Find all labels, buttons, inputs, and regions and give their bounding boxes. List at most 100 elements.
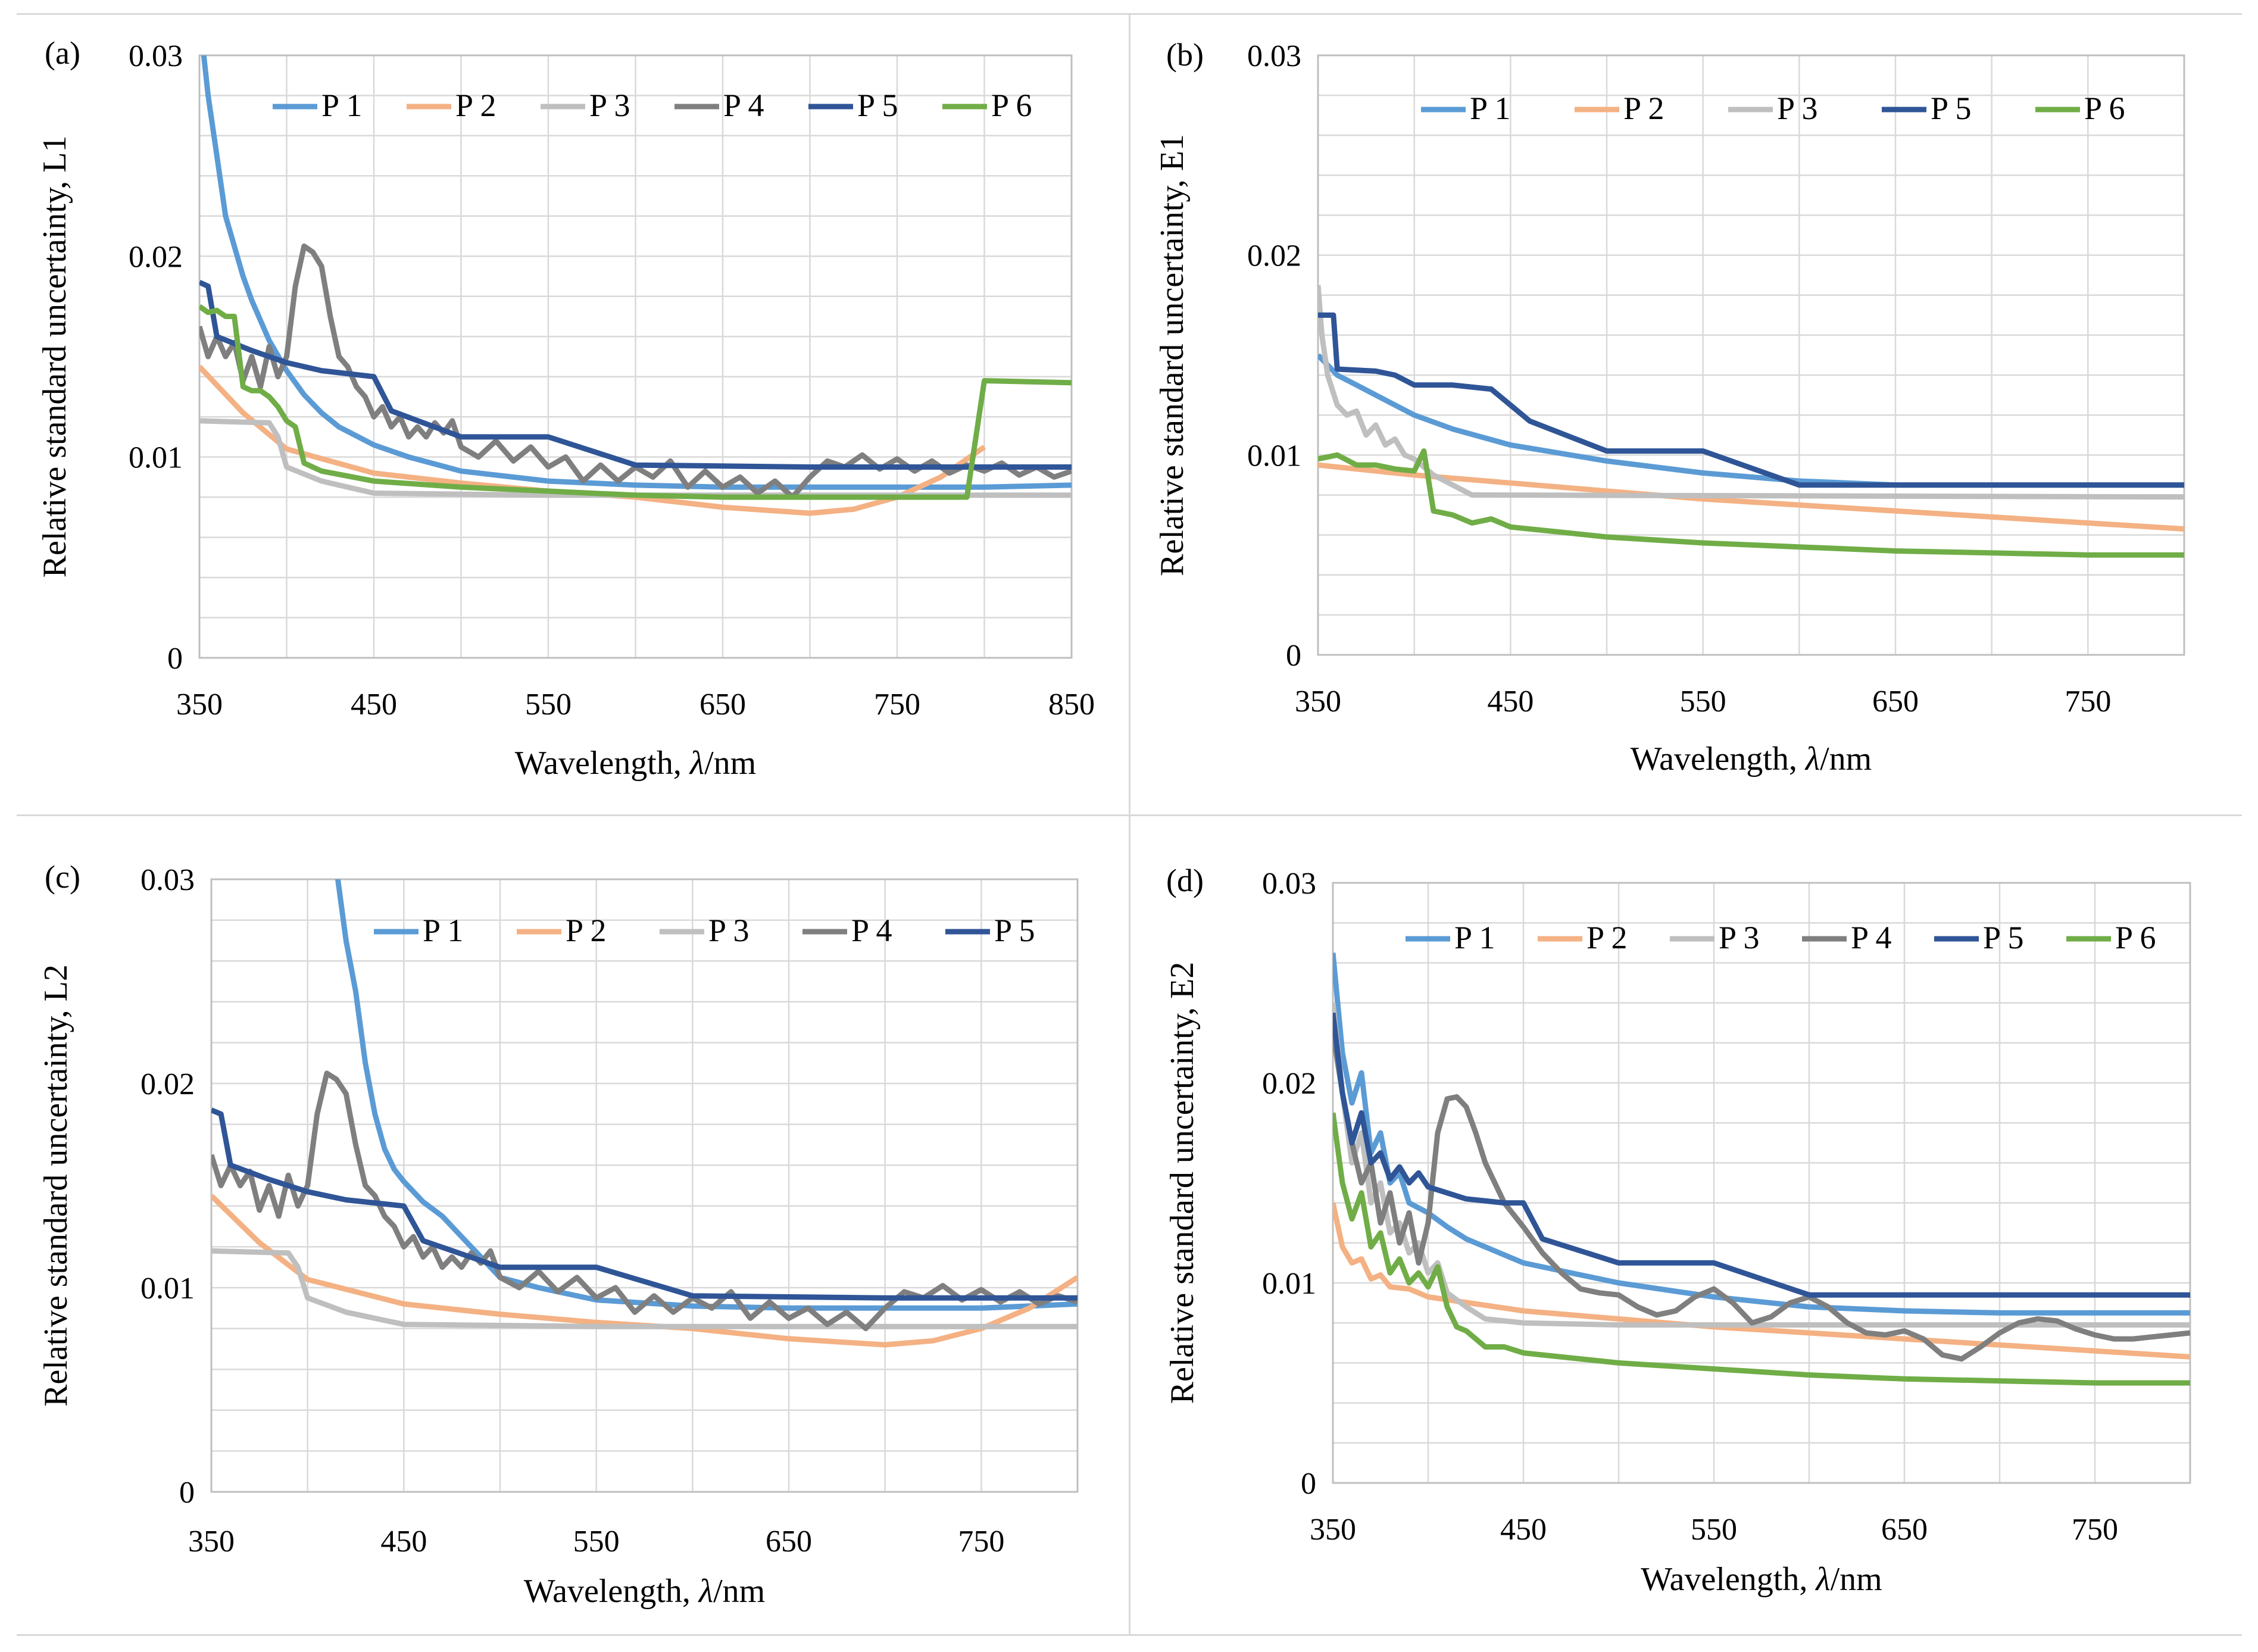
x-tick-label: 750 <box>2072 1513 2118 1547</box>
legend-label: P 4 <box>723 88 764 123</box>
x-tick-label: 750 <box>958 1525 1004 1559</box>
legend-label: P 5 <box>857 88 898 123</box>
x-tick-label: 350 <box>176 688 223 722</box>
y-axis-label: Relative standard uncertainty, E1 <box>1154 134 1191 576</box>
series-line-p5 <box>1318 312 2184 488</box>
legend-label: P 6 <box>2115 920 2156 955</box>
x-tick-label: 450 <box>380 1525 427 1559</box>
series-line-p6 <box>1318 448 2184 558</box>
panel-label: (d) <box>1166 863 1204 898</box>
legend-label: P 3 <box>589 88 630 123</box>
panel-label: (b) <box>1166 37 1204 73</box>
x-tick-label: 350 <box>1310 1513 1356 1547</box>
x-tick-label: 350 <box>188 1525 235 1559</box>
legend-label: P 1 <box>1454 920 1495 955</box>
y-tick-label: 0.02 <box>140 1067 195 1101</box>
legend-label: P 3 <box>1777 90 1818 126</box>
chart-svg-a: 0 0.01 0.02 0.03 350 450 550 650 750 850 Wavelengt… <box>36 35 1095 782</box>
series-line-p3 <box>199 418 1072 498</box>
x-tick-label: 450 <box>1500 1513 1547 1547</box>
series-line-p5 <box>1333 1012 2190 1298</box>
plot-area-border <box>198 54 1073 659</box>
y-tick-label: 0.03 <box>1262 867 1316 901</box>
chart-panel-d: 0 0.01 0.02 0.03 350 450 550 650 750 Wavelength, … <box>1130 816 2242 1634</box>
plot-area-border <box>210 878 1079 1493</box>
legend-label: P 6 <box>2084 90 2125 126</box>
y-tick-label: 0.03 <box>1247 39 1301 73</box>
x-tick-label: 550 <box>573 1525 620 1559</box>
series-line-p5 <box>199 280 1072 470</box>
y-tick-label: 0.01 <box>1262 1267 1316 1301</box>
series-line-p2 <box>1318 462 2184 532</box>
y-tick-label: 0 <box>179 1476 195 1510</box>
series-line-p6 <box>199 304 1072 500</box>
y-tick-label: 0.02 <box>129 240 183 274</box>
legend-label: P 5 <box>1931 90 1972 126</box>
series-line-p4 <box>1333 1032 2190 1362</box>
x-tick-label: 550 <box>525 688 571 722</box>
series-line-p5 <box>211 1107 1078 1301</box>
x-tick-label: 650 <box>1872 685 1919 719</box>
x-axis-label: Wavelength, λ/nm <box>1641 1561 1882 1598</box>
x-tick-label: 450 <box>1487 685 1534 719</box>
series-line-p1 <box>1333 953 2190 1316</box>
x-axis-label: Wavelength, λ/nm <box>515 745 756 782</box>
x-tick-label: 650 <box>1881 1513 1928 1547</box>
x-tick-label: 550 <box>1691 1513 1737 1547</box>
x-tick-label: 650 <box>766 1525 812 1559</box>
legend-label: P 4 <box>1851 920 1892 955</box>
series-line-p2 <box>1333 1202 2190 1360</box>
legend-label: P 5 <box>1983 920 2024 955</box>
legend-label: P 5 <box>994 913 1035 948</box>
series-line-p2 <box>211 1194 1078 1348</box>
y-tick-label: 0.02 <box>1262 1067 1316 1101</box>
chart-panel-a: 0 0.01 0.02 0.03 350 450 550 650 750 850 Wavelengt… <box>0 15 1129 814</box>
chart-panel-b: 0 0.01 0.02 0.03 350 450 550 650 750 Wavelength, … <box>1130 15 2242 814</box>
y-tick-label: 0.03 <box>129 39 183 73</box>
figure-divider-vertical <box>1129 13 1130 1636</box>
legend-label: P 1 <box>1470 90 1511 126</box>
y-tick-label: 0 <box>167 642 183 676</box>
plot-area-border <box>1317 54 2185 656</box>
legend-label: P 4 <box>851 913 892 948</box>
chart-svg-c: 0 0.01 0.02 0.03 350 450 550 650 750 Wavelength, … <box>38 859 1079 1610</box>
y-axis-label: Relative standard uncertainty, L1 <box>36 136 73 578</box>
x-tick-label: 350 <box>1295 685 1341 719</box>
legend-label: P 1 <box>423 913 464 948</box>
legend-label: P 3 <box>708 913 749 948</box>
series-line-p3 <box>211 1248 1078 1329</box>
x-tick-label: 450 <box>351 688 397 722</box>
panel-label: (c) <box>45 859 80 895</box>
chart-svg-b: 0 0.01 0.02 0.03 350 450 550 650 750 Wavelength, … <box>1154 37 2185 777</box>
y-tick-label: 0 <box>1301 1467 1316 1501</box>
x-tick-label: 650 <box>699 688 746 722</box>
y-tick-label: 0.01 <box>1247 439 1301 473</box>
legend-label: P 2 <box>1623 90 1664 126</box>
y-axis-label: Relative standard uncertainty, L2 <box>38 964 74 1407</box>
y-tick-label: 0.02 <box>1247 239 1301 273</box>
y-tick-label: 0.03 <box>140 863 195 897</box>
x-tick-label: 550 <box>1680 685 1726 719</box>
series-line-p4 <box>211 1070 1078 1332</box>
legend-label: P 6 <box>991 88 1032 123</box>
legend-label: P 3 <box>1719 920 1760 955</box>
x-tick-label: 850 <box>1048 688 1095 722</box>
chart-panel-c: 0 0.01 0.02 0.03 350 450 550 650 750 Wavelength, … <box>0 816 1129 1634</box>
series-line-p6 <box>1333 1112 2190 1386</box>
y-axis-label: Relative standard uncertainty, E2 <box>1164 962 1201 1404</box>
legend-label: P 1 <box>321 88 363 123</box>
y-tick-label: 0.01 <box>129 441 183 475</box>
x-tick-label: 750 <box>2065 685 2111 719</box>
plot-area-border <box>1332 882 2191 1484</box>
y-tick-label: 0 <box>1286 639 1301 673</box>
series-line-p3 <box>1318 285 2184 500</box>
x-tick-label: 750 <box>874 688 920 722</box>
y-tick-label: 0.01 <box>140 1272 195 1306</box>
panel-label: (a) <box>45 35 80 71</box>
chart-svg-d: 0 0.01 0.02 0.03 350 450 550 650 750 Wavelength, … <box>1164 863 2191 1598</box>
legend-label: P 2 <box>455 88 496 123</box>
x-axis-label: Wavelength, λ/nm <box>524 1573 765 1610</box>
legend-label: P 2 <box>1586 920 1628 955</box>
legend-label: P 2 <box>566 913 607 948</box>
x-axis-label: Wavelength, λ/nm <box>1631 741 1872 777</box>
